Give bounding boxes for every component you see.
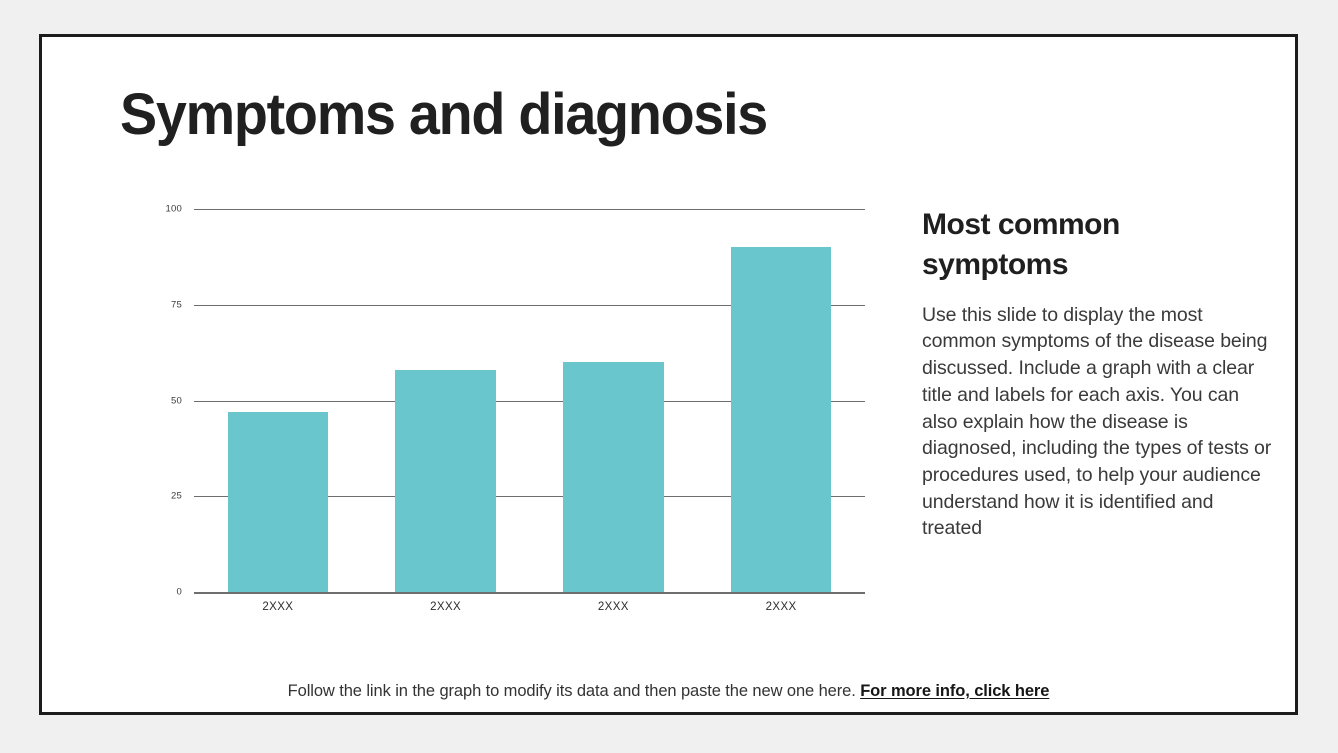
footer-note: Follow the link in the graph to modify i…: [42, 682, 1295, 701]
chart-x-axis-label: 2XXX: [430, 601, 462, 613]
chart-bar: [563, 362, 664, 592]
page-title: Symptoms and diagnosis: [120, 82, 768, 147]
chart-gridline: [194, 400, 865, 402]
bar-chart: 0 25 50 75 100 2XXX 2XXX 2XXX 2XXX: [122, 197, 912, 627]
chart-y-axis-label: 75: [171, 299, 182, 311]
chart-gridline: [194, 209, 865, 210]
side-panel-body: Use this slide to display the most commo…: [922, 303, 1272, 540]
chart-bar: [395, 369, 496, 592]
chart-bar: [227, 412, 329, 592]
chart-x-axis-label: 2XXX: [765, 601, 797, 613]
chart-gridline: [194, 592, 865, 594]
chart-gridline: [194, 304, 865, 306]
chart-gridline: [194, 496, 865, 498]
chart-plot-area: 0 25 50 75 100 2XXX 2XXX 2XXX 2XXX: [166, 204, 865, 613]
chart-y-axis-label: 100: [165, 203, 182, 215]
more-info-link[interactable]: For more info, click here: [860, 682, 1050, 700]
footer-note-text: Follow the link in the graph to modify i…: [287, 682, 856, 700]
chart-bar: [730, 247, 832, 592]
side-panel: Most common symptoms Use this slide to d…: [922, 205, 1274, 542]
chart-x-axis-label: 2XXX: [597, 601, 629, 613]
slide-frame: Symptoms and diagnosis 0 25 50 75 100 2XXX 2XX…: [39, 34, 1298, 715]
side-panel-heading: Most common symptoms: [922, 208, 1120, 281]
chart-y-axis-label: 0: [176, 586, 182, 598]
chart-y-axis-label: 25: [171, 490, 182, 502]
chart-x-axis-label: 2XXX: [262, 601, 294, 613]
chart-y-axis-label: 50: [171, 395, 182, 406]
